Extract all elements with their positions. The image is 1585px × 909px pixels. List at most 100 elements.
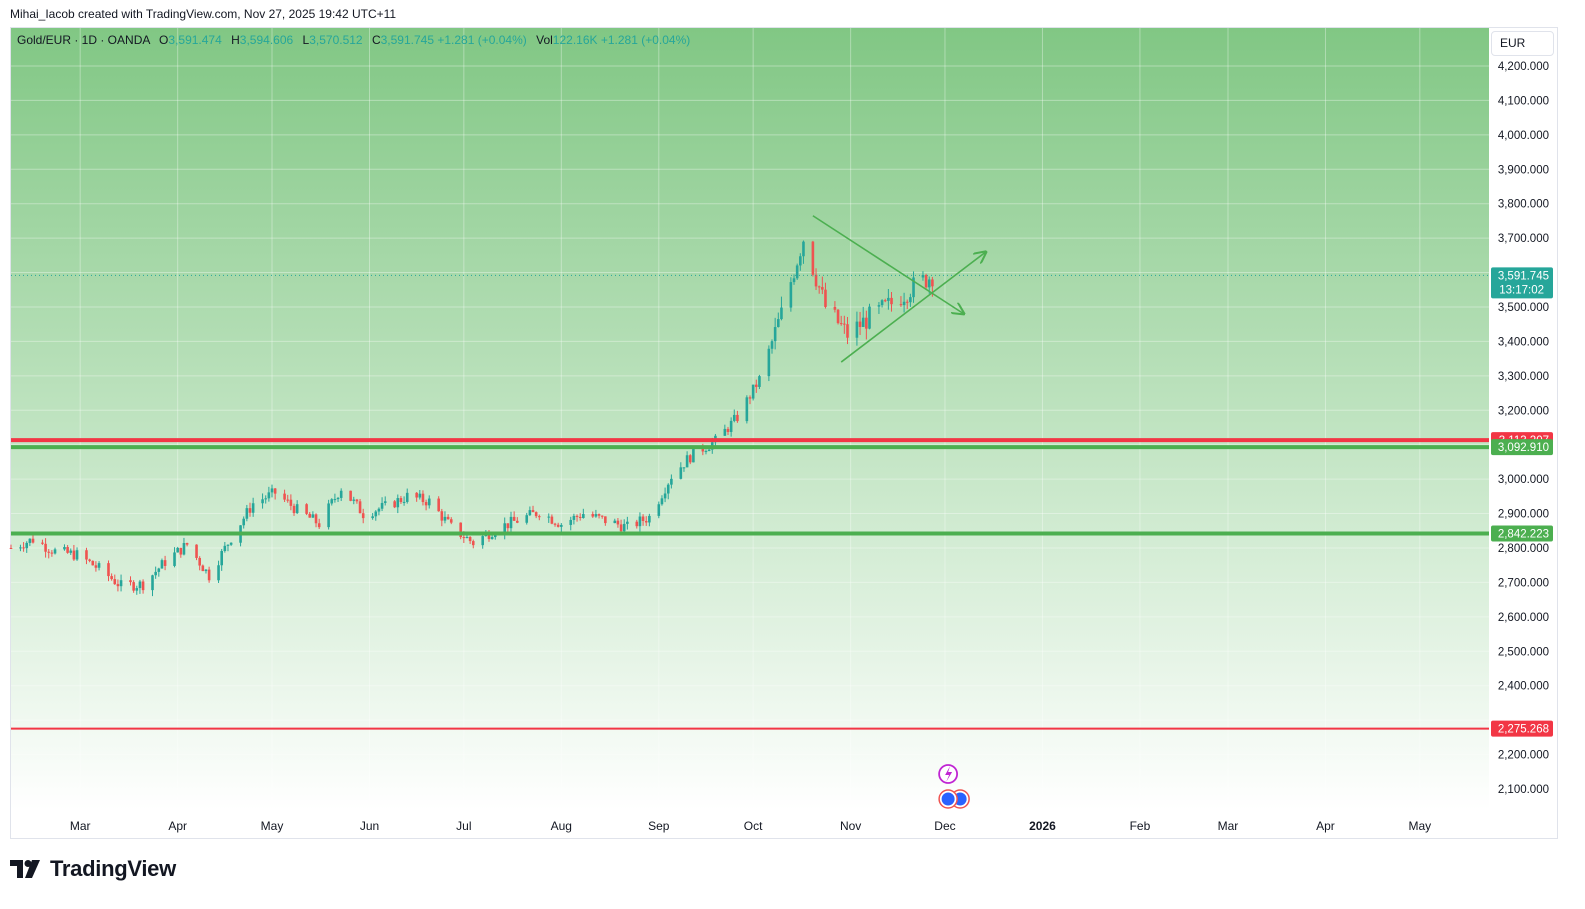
candle-body <box>339 490 343 498</box>
candle <box>107 560 110 582</box>
event-flag-fill <box>941 792 955 806</box>
candle <box>421 490 425 506</box>
candle <box>679 462 683 480</box>
candle-body <box>572 515 576 520</box>
candle-body <box>374 511 378 517</box>
candle-body <box>824 289 827 307</box>
candle <box>427 495 431 509</box>
candle-body <box>449 519 453 523</box>
candle <box>745 395 749 424</box>
candle <box>91 560 95 566</box>
x-tick-label: Oct <box>744 819 763 833</box>
candle-body <box>440 511 444 521</box>
candle-body <box>399 498 403 503</box>
candle <box>31 534 35 544</box>
candle-body <box>201 565 205 572</box>
candle-body <box>528 510 532 516</box>
candle-body <box>550 516 554 524</box>
candle-body <box>613 520 617 524</box>
candle <box>151 574 154 597</box>
candle-body <box>770 341 774 349</box>
level-price-tag <box>1491 720 1553 737</box>
candle <box>626 516 629 530</box>
candle <box>242 516 246 529</box>
candle-body <box>349 490 352 501</box>
candle-body <box>723 428 727 436</box>
candle <box>666 483 670 500</box>
candle-body <box>198 557 201 566</box>
candle-body <box>443 516 447 521</box>
candle <box>374 510 378 521</box>
current-price-tag <box>1491 267 1553 299</box>
currency-button[interactable]: EUR <box>1491 31 1554 56</box>
candle <box>47 549 51 559</box>
candle <box>921 271 925 281</box>
candle <box>289 494 293 511</box>
candle <box>613 518 617 524</box>
candle-body <box>141 581 145 591</box>
candle <box>622 519 626 532</box>
candle-body <box>880 300 884 306</box>
time-axis[interactable]: Mar Apr May Jun Jul Aug Sep Oct Nov Dec 2026 Feb Mar… <box>70 819 1431 833</box>
candle <box>704 449 708 455</box>
candle-body <box>582 514 585 518</box>
candle <box>824 282 827 309</box>
horizontal-levels[interactable] <box>11 274 1489 730</box>
candle-body <box>877 305 881 307</box>
candle-body <box>644 520 648 523</box>
candle <box>19 544 22 552</box>
lightning-event-icon[interactable] <box>938 764 959 784</box>
candle-body <box>814 274 818 287</box>
bar-countdown-text: 13:17:02 <box>1499 284 1544 296</box>
event-markers[interactable] <box>938 764 970 809</box>
candle <box>887 288 890 310</box>
candle <box>616 517 620 528</box>
candle-body <box>465 537 469 539</box>
chart-credit: Mihai_Iacob created with TradingView.com… <box>10 7 397 21</box>
x-tick-label: Nov <box>840 819 861 833</box>
candle-body <box>635 521 639 527</box>
candle-body <box>604 516 607 524</box>
trendline[interactable] <box>840 252 986 363</box>
candle-body <box>843 323 846 325</box>
symbol-title[interactable]: Gold/EUR · 1D · OANDA <box>17 33 150 47</box>
trend-drawings[interactable] <box>812 215 986 363</box>
candle-body <box>839 323 843 325</box>
tradingview-logo[interactable]: TradingView <box>10 856 176 882</box>
candle-body <box>707 449 711 452</box>
candle <box>777 312 780 328</box>
candle <box>839 315 843 326</box>
candle <box>481 534 485 549</box>
candle-body <box>405 492 409 502</box>
candle <box>547 513 551 523</box>
candle-body <box>85 550 88 560</box>
candle-body <box>905 301 909 303</box>
candle <box>295 500 299 515</box>
candle <box>770 339 774 354</box>
candle-body <box>352 499 356 501</box>
candle <box>223 541 227 553</box>
x-tick-label: 2026 <box>1029 819 1056 833</box>
candle <box>865 310 868 340</box>
candle-body <box>97 563 101 568</box>
candle <box>736 410 739 423</box>
price-axis[interactable]: 2,100.000 2,200.000 2,400.000 2,500.000 2,60… <box>1498 61 1549 796</box>
candle <box>754 379 758 393</box>
candle-body <box>289 499 293 506</box>
economic-events-icon[interactable] <box>938 789 970 809</box>
y-tick-label: 2,800.000 <box>1498 543 1549 555</box>
candle-body <box>223 545 227 551</box>
candle <box>283 489 286 502</box>
candle-body <box>792 278 796 283</box>
level-price-text: 2,275.268 <box>1498 724 1549 736</box>
trendline[interactable] <box>812 215 964 314</box>
y-tick-label: 2,900.000 <box>1498 509 1549 521</box>
candle-body <box>931 279 934 287</box>
candle <box>66 545 69 554</box>
candle <box>723 424 727 436</box>
candle-body <box>701 447 705 452</box>
candle <box>899 296 903 307</box>
candle <box>817 285 821 294</box>
candle-body <box>179 547 183 555</box>
